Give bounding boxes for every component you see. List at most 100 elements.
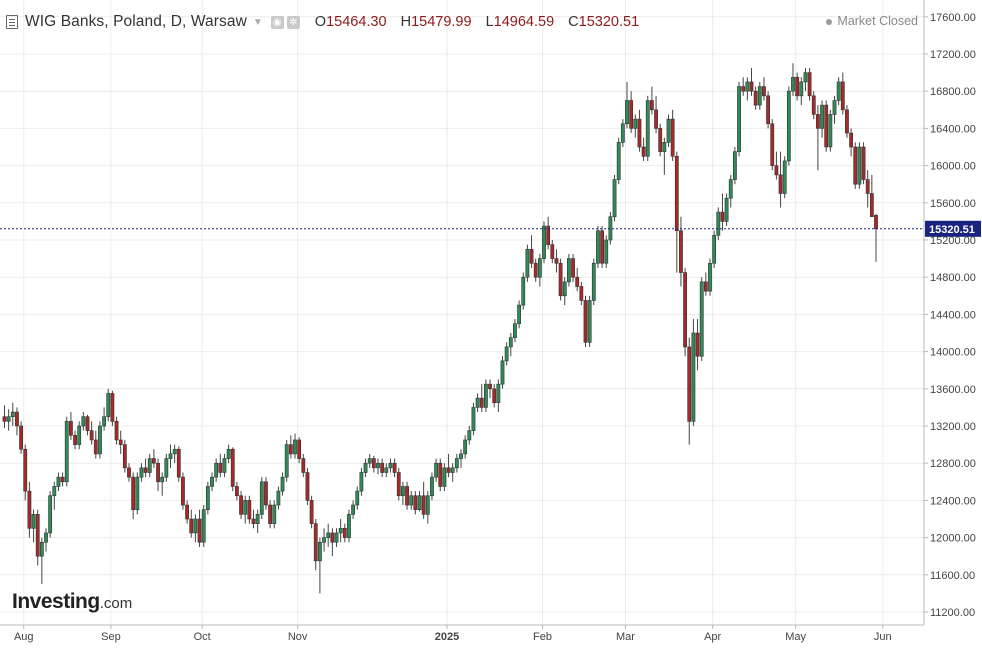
candle [513,319,517,343]
candle [114,416,119,445]
candle-body [791,76,795,92]
candle-body [579,286,584,301]
candle [347,509,351,543]
candle-body [102,416,107,427]
candle [185,500,190,524]
candle [550,240,555,264]
candle-body [865,179,870,194]
candle-body [625,100,629,125]
candle-body [720,211,725,222]
candle-body [259,481,264,515]
candle [288,435,293,459]
candle [35,509,40,566]
candle [645,95,650,161]
candle-body [363,462,368,473]
candle [716,207,721,240]
candle-body [326,532,331,538]
candle-body [849,132,854,148]
candle [330,528,335,557]
y-tick-label: 11200.00 [930,607,975,619]
candle [297,437,302,464]
candle-body [521,276,526,306]
gear-icon[interactable]: ✲ [286,15,300,29]
candle-body [264,481,268,506]
x-tick-label: May [785,631,806,643]
candle-body [874,215,878,230]
candle [674,151,679,273]
candle [483,379,488,413]
candle [815,105,820,171]
candle [214,458,219,482]
brand-suffix: .com [99,595,133,612]
candle-body [525,249,530,278]
candle-body [450,467,455,473]
candle-body [181,476,185,506]
candle [467,426,472,445]
candle-body [691,332,696,422]
candle [529,235,534,268]
chevron-down-icon[interactable]: ▼ [252,16,263,28]
x-tick-label: Aug [14,631,34,643]
candle [201,505,206,547]
candle [616,137,621,185]
candle [537,253,542,287]
candle-body [757,86,762,106]
candle-body [405,486,409,506]
candle [172,444,177,464]
candle-body [143,467,148,473]
candle [52,481,57,510]
candle [305,467,310,506]
candle-body [770,123,775,166]
candle [782,156,787,199]
candle-body [666,118,671,143]
candle-body [44,532,48,543]
candle [243,495,248,524]
candle-body [774,165,779,176]
candle-body [147,458,152,473]
candle-body [309,500,314,524]
candle [874,213,878,262]
candle [575,267,580,292]
candle-body [85,416,90,431]
candle-body [201,509,206,543]
candle-body [674,156,679,232]
candle [280,472,285,496]
candle [703,272,708,296]
candle [691,319,696,426]
candle-body [351,504,356,515]
candle-body [421,495,426,515]
candle [400,481,405,506]
candle [662,137,667,175]
candle [421,481,426,519]
candle-body [317,541,322,562]
candle [388,458,393,473]
candle [791,63,795,96]
candle-body [749,81,754,92]
candle-body [807,72,812,97]
candle-body [637,118,642,148]
candle [629,91,634,134]
candle [542,221,546,264]
candle-body [6,416,11,422]
eye-icon[interactable]: ◉ [270,15,284,29]
candle [168,444,173,468]
candle-body [687,346,692,422]
candle [371,455,376,473]
instrument-title[interactable]: WIG Banks, Poland, D, Warsaw [25,13,247,30]
list-icon[interactable] [6,15,18,29]
candle [566,253,571,287]
candle [135,472,140,515]
candle [849,128,854,157]
candle [741,77,746,96]
candle [317,537,322,594]
candle [583,295,588,347]
open-label: O [314,14,327,30]
candle-body [31,514,36,529]
candle [60,472,65,487]
candle [122,439,127,473]
candle-body [475,397,480,408]
candle-body [712,235,717,264]
candle-body [612,179,617,218]
brand-logo: Investing.com [12,590,132,614]
